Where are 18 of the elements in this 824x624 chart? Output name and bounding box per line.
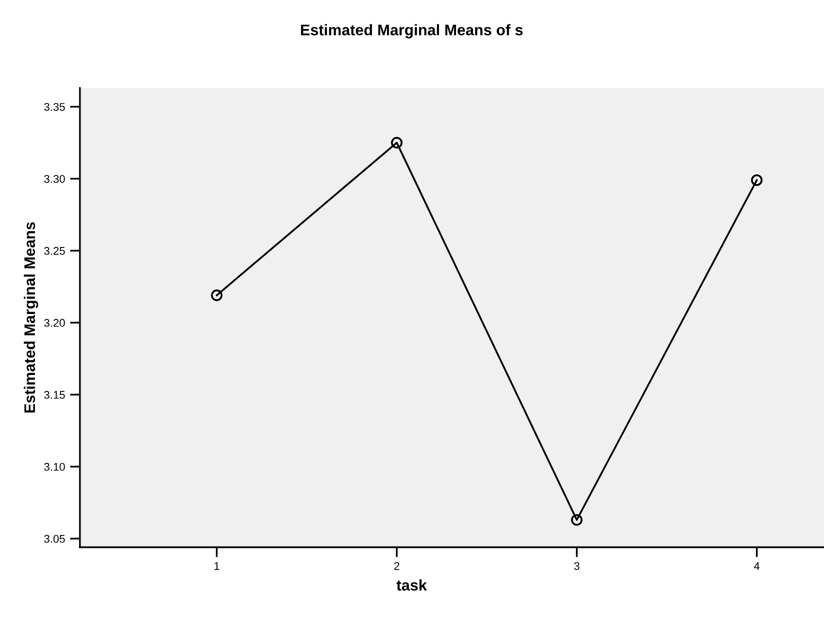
y-tick-label: 3.05 (44, 534, 65, 543)
x-tick-label: 3 (574, 562, 580, 570)
point (390, 136, 403, 148)
x-tick-label: 2 (394, 562, 400, 570)
point (571, 514, 583, 526)
x-axis-title: task (396, 579, 427, 591)
y-axis-title: Estimated Marginal Means (24, 222, 38, 413)
y-tick-label: 3.30 (44, 174, 65, 183)
point (210, 290, 223, 302)
y-tick-label: 3.25 (44, 246, 65, 255)
x-tick-label: 4 (754, 562, 760, 570)
chart-title: Estimated Marginal Means of s (301, 24, 523, 38)
x-tick-label: 1 (214, 562, 220, 570)
y-tick-label: 3.15 (44, 390, 65, 399)
point (751, 174, 763, 186)
y-tick-label: 3.20 (44, 318, 65, 327)
y-tick-label: 3.10 (44, 462, 65, 471)
y-tick-label: 3.35 (44, 102, 65, 111)
